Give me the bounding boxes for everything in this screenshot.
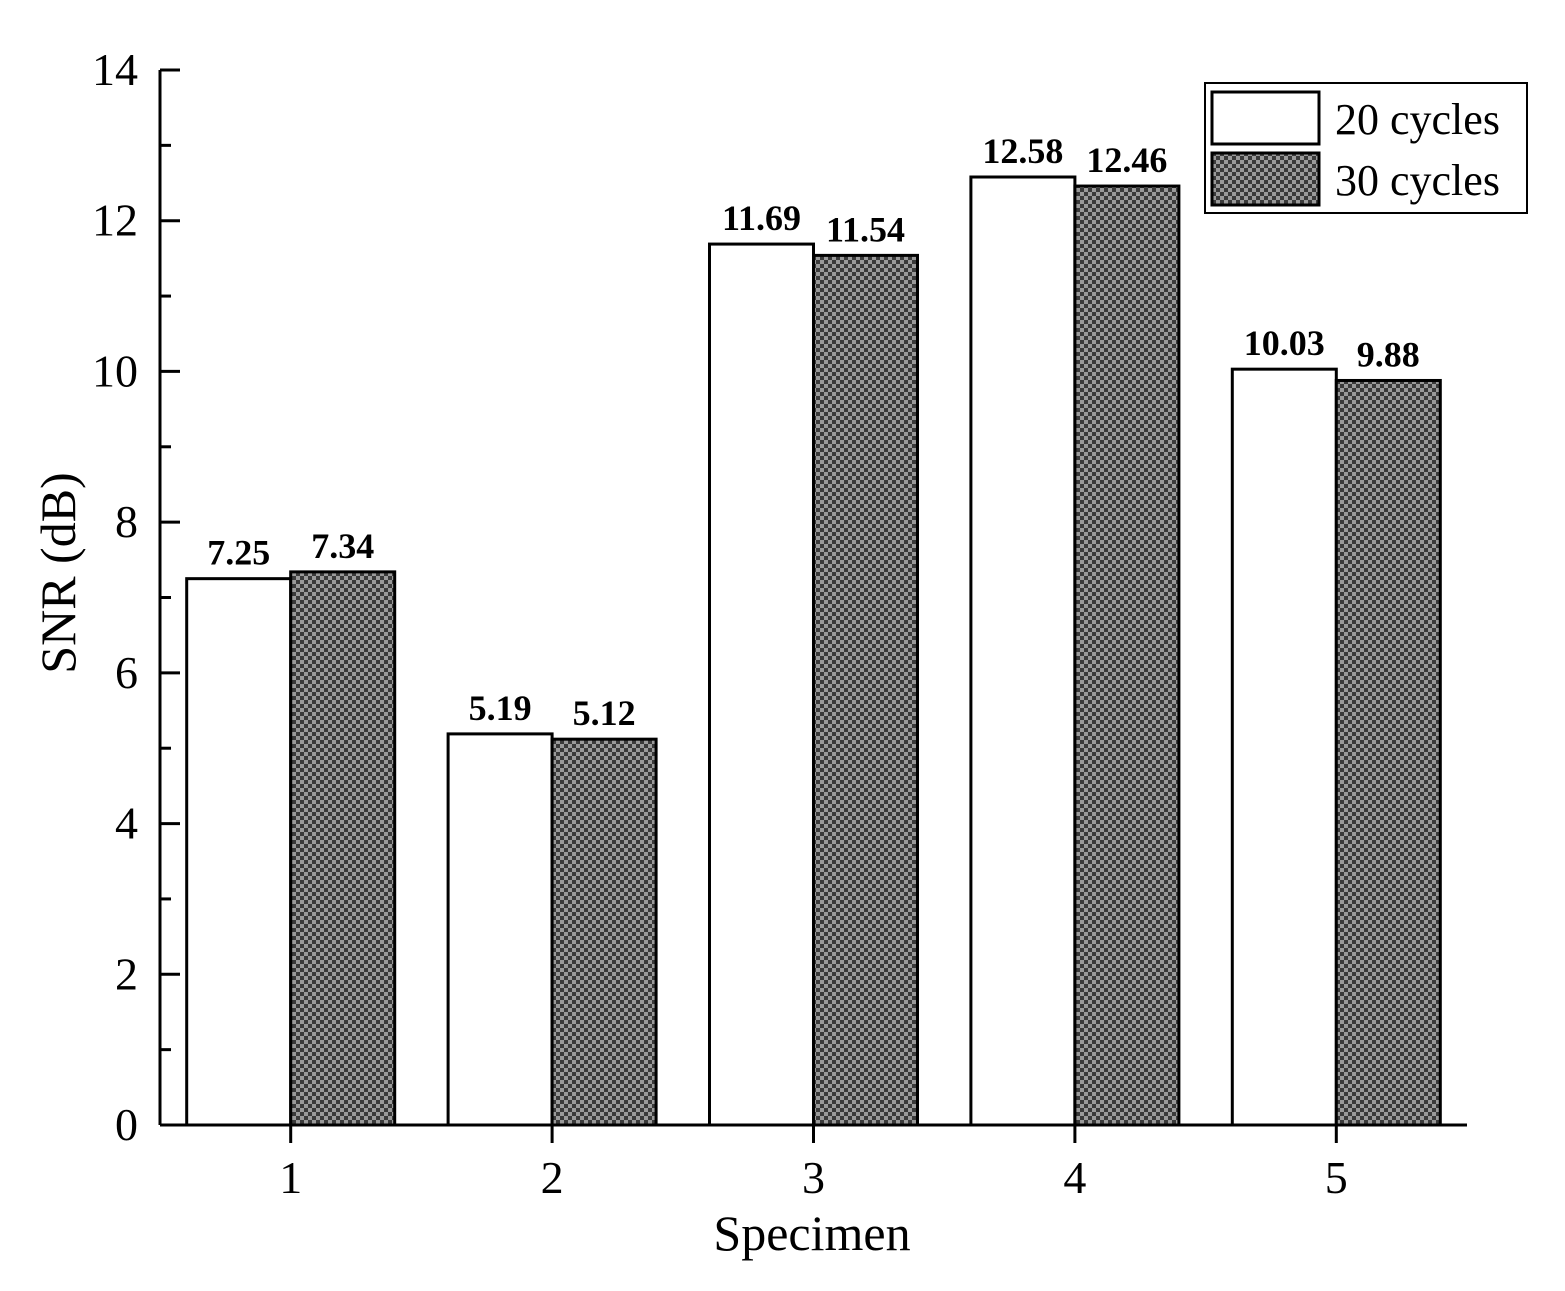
data-label: 7.34 (311, 526, 374, 566)
y-axis-title: SNR (dB) (30, 472, 86, 673)
bar-20-cycles-specimen-1 (185, 577, 293, 1127)
legend: 20 cycles 30 cycles (1204, 82, 1528, 214)
bar-30-cycles-specimen-5 (1334, 378, 1442, 1127)
plot-area: 0 2 4 6 8 10 12 14 1 7.25 7.34 2 5.19 5.12 3 11.69 11.54… (92, 44, 1467, 1203)
y-tick-label: 8 (115, 496, 138, 547)
bar-30-cycles-specimen-2 (550, 737, 658, 1127)
bar-20-cycles-specimen-2 (446, 732, 554, 1127)
y-tick-label: 4 (115, 798, 138, 849)
y-tick-label: 14 (92, 44, 138, 95)
legend-label-30-cycles: 30 cycles (1335, 156, 1500, 205)
bar-30-cycles-specimen-4 (1073, 184, 1181, 1127)
data-label: 12.58 (982, 131, 1063, 171)
data-label: 10.03 (1244, 323, 1325, 363)
legend-swatch-30-cycles (1210, 151, 1321, 207)
legend-swatch-20-cycles (1210, 90, 1321, 146)
data-label: 11.69 (722, 198, 801, 238)
x-tick-label: 2 (541, 1152, 564, 1203)
bar-20-cycles-specimen-4 (969, 175, 1077, 1127)
bar-20-cycles-specimen-3 (708, 242, 815, 1127)
x-tick-label: 1 (279, 1152, 302, 1203)
data-label: 7.25 (207, 533, 270, 573)
bar-30-cycles-specimen-3 (812, 253, 919, 1127)
bar-30-cycles-specimen-1 (289, 570, 397, 1127)
y-tick-label: 2 (115, 948, 138, 999)
legend-label-20-cycles: 20 cycles (1335, 95, 1500, 144)
x-tick-label: 3 (802, 1152, 825, 1203)
data-label: 12.46 (1086, 140, 1167, 180)
data-label: 11.54 (826, 209, 905, 249)
y-tick-label: 12 (92, 195, 138, 246)
data-label: 5.12 (573, 693, 636, 733)
y-tick-label: 6 (115, 647, 138, 698)
data-label: 9.88 (1357, 334, 1420, 374)
bar-20-cycles-specimen-5 (1230, 367, 1338, 1127)
x-tick-label: 5 (1325, 1152, 1348, 1203)
x-tick-label: 4 (1063, 1152, 1086, 1203)
y-tick-label: 0 (115, 1099, 138, 1150)
x-axis-title: Specimen (713, 1205, 910, 1261)
y-tick-label: 10 (92, 345, 138, 396)
data-label: 5.19 (469, 688, 532, 728)
